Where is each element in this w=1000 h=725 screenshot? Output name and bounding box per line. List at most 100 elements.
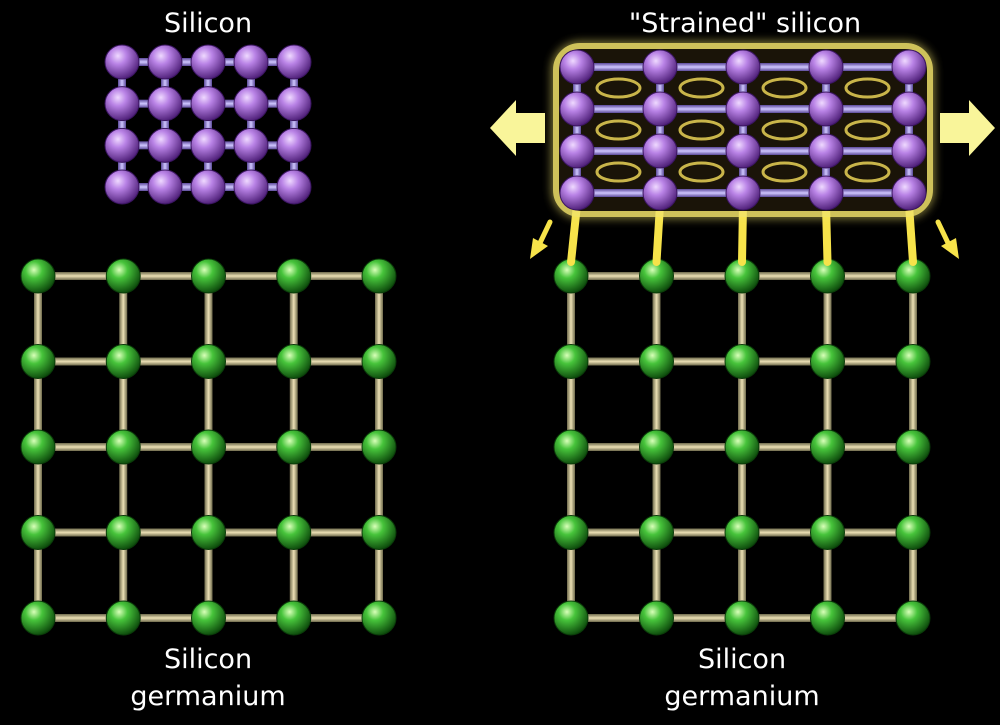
sige-left-atom (20, 429, 56, 465)
strained-silicon-atom (642, 49, 678, 85)
sige-left-atom (191, 258, 226, 294)
arrow-down-left-icon (530, 219, 553, 259)
sige-right-atom (724, 515, 760, 550)
silicon-bond-column (161, 62, 169, 187)
sige-left-atom (105, 600, 141, 636)
sige-left-atom (361, 429, 397, 465)
sige-right-atom (810, 515, 845, 550)
strained-silicon-atom (891, 49, 927, 85)
strain-loop (678, 77, 725, 99)
silicon-bond-column (204, 62, 212, 187)
sige-left-atom (361, 344, 397, 379)
strain-glow-outline (553, 43, 933, 217)
sige-left-atom (361, 258, 397, 294)
strained-silicon-lattice (553, 43, 933, 217)
strained-silicon-atom (559, 91, 595, 127)
strained-silicon-atom (891, 91, 927, 127)
sige-right-atom (553, 344, 589, 379)
sige-left-atom (105, 258, 141, 294)
strained-silicon-atom (808, 175, 844, 211)
strain-loop (761, 119, 808, 141)
sige-right-atom (639, 600, 674, 636)
silicon-atom (276, 44, 312, 80)
strained-silicon-atom (559, 49, 595, 85)
sige-right-atom (895, 600, 931, 636)
sige-left-atom (276, 429, 312, 465)
sige-left-atom (105, 515, 141, 550)
silicon-atom (104, 86, 140, 122)
sige-left-atom (20, 515, 56, 550)
silicon-atom (147, 127, 183, 163)
silicon-atom (147, 169, 183, 205)
sige-left-atom (191, 344, 226, 379)
strained-silicon-bond-column (739, 67, 747, 193)
strained-silicon-atom (642, 133, 678, 169)
sige-right-atom (810, 344, 845, 379)
sige-left-atom (361, 600, 397, 636)
strained-silicon-atom (808, 49, 844, 85)
silicon-atom (276, 127, 312, 163)
silicon-atom (233, 169, 269, 205)
strain-loop (595, 119, 642, 141)
strained-silicon-atom (642, 175, 678, 211)
sige-left-atom (276, 258, 312, 294)
sige-right-atom (810, 429, 845, 465)
sige-right-atom (553, 515, 589, 550)
silicon-atom (276, 169, 312, 205)
strained-silicon-atom (725, 49, 761, 85)
sige-left-atom (276, 344, 312, 379)
silicon-atom (147, 86, 183, 122)
silicon-atom (233, 127, 269, 163)
strain-loop (844, 161, 891, 183)
strained-silicon-atom (808, 133, 844, 169)
sige-left-atom (191, 600, 226, 636)
sige-left-atom (191, 429, 226, 465)
sige-right-atom (639, 344, 674, 379)
strained-silicon-atom (559, 175, 595, 211)
sige-right-atom (895, 429, 931, 465)
silicon-lattice (104, 44, 312, 205)
sige-left-atom (276, 515, 312, 550)
sige-left-atom (105, 429, 141, 465)
strain-loop (678, 119, 725, 141)
sige-right-atom (724, 600, 760, 636)
silicon-germanium-lattice-left (20, 258, 397, 636)
strained-silicon-atom (808, 91, 844, 127)
arrow-right-icon (940, 100, 995, 156)
silicon-atom (104, 44, 140, 80)
strained-silicon-atom (891, 175, 927, 211)
strained-silicon-bond-column (822, 67, 830, 193)
sige-right-atom (724, 344, 760, 379)
sige-right-atom (553, 429, 589, 465)
strained-silicon-bond-column (905, 67, 913, 193)
silicon-atom (190, 169, 226, 205)
strained-silicon-title: "Strained" silicon (629, 8, 861, 39)
sige-left-label-line2: germanium (130, 681, 285, 712)
silicon-atom (104, 169, 140, 205)
sige-right-atom (724, 429, 760, 465)
sige-left-atom (361, 515, 397, 550)
strained-silicon-atom (725, 175, 761, 211)
silicon-atom (104, 127, 140, 163)
sige-left-atom (191, 515, 226, 550)
silicon-bond-column (247, 62, 255, 187)
silicon-germanium-lattice-right (553, 258, 931, 636)
strain-loop (844, 77, 891, 99)
sige-left-atom (105, 344, 141, 379)
arrow-down-right-icon (935, 219, 959, 259)
sige-right-atom (810, 600, 845, 636)
sige-right-label-line2: germanium (664, 681, 819, 712)
sige-right-atom (553, 600, 589, 636)
strained-silicon-atom (642, 91, 678, 127)
sige-left-atom (276, 600, 312, 636)
silicon-atom (276, 86, 312, 122)
strained-silicon-atom (891, 133, 927, 169)
sige-left-atom (20, 258, 56, 294)
strain-loop (678, 161, 725, 183)
strain-loop (844, 119, 891, 141)
sige-right-atom (895, 515, 931, 550)
silicon-atom (147, 44, 183, 80)
strain-loop (595, 161, 642, 183)
